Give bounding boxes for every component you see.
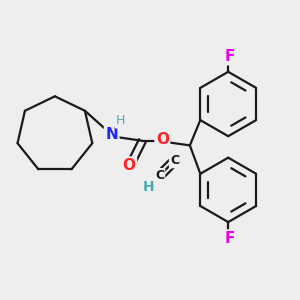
Text: H: H <box>116 114 125 128</box>
Text: O: O <box>123 158 136 173</box>
Text: C: C <box>170 154 179 167</box>
Text: F: F <box>225 231 235 246</box>
Text: N: N <box>105 127 118 142</box>
Text: O: O <box>156 132 169 147</box>
Text: C: C <box>155 169 164 182</box>
Text: H: H <box>143 180 154 194</box>
Text: F: F <box>225 49 235 64</box>
